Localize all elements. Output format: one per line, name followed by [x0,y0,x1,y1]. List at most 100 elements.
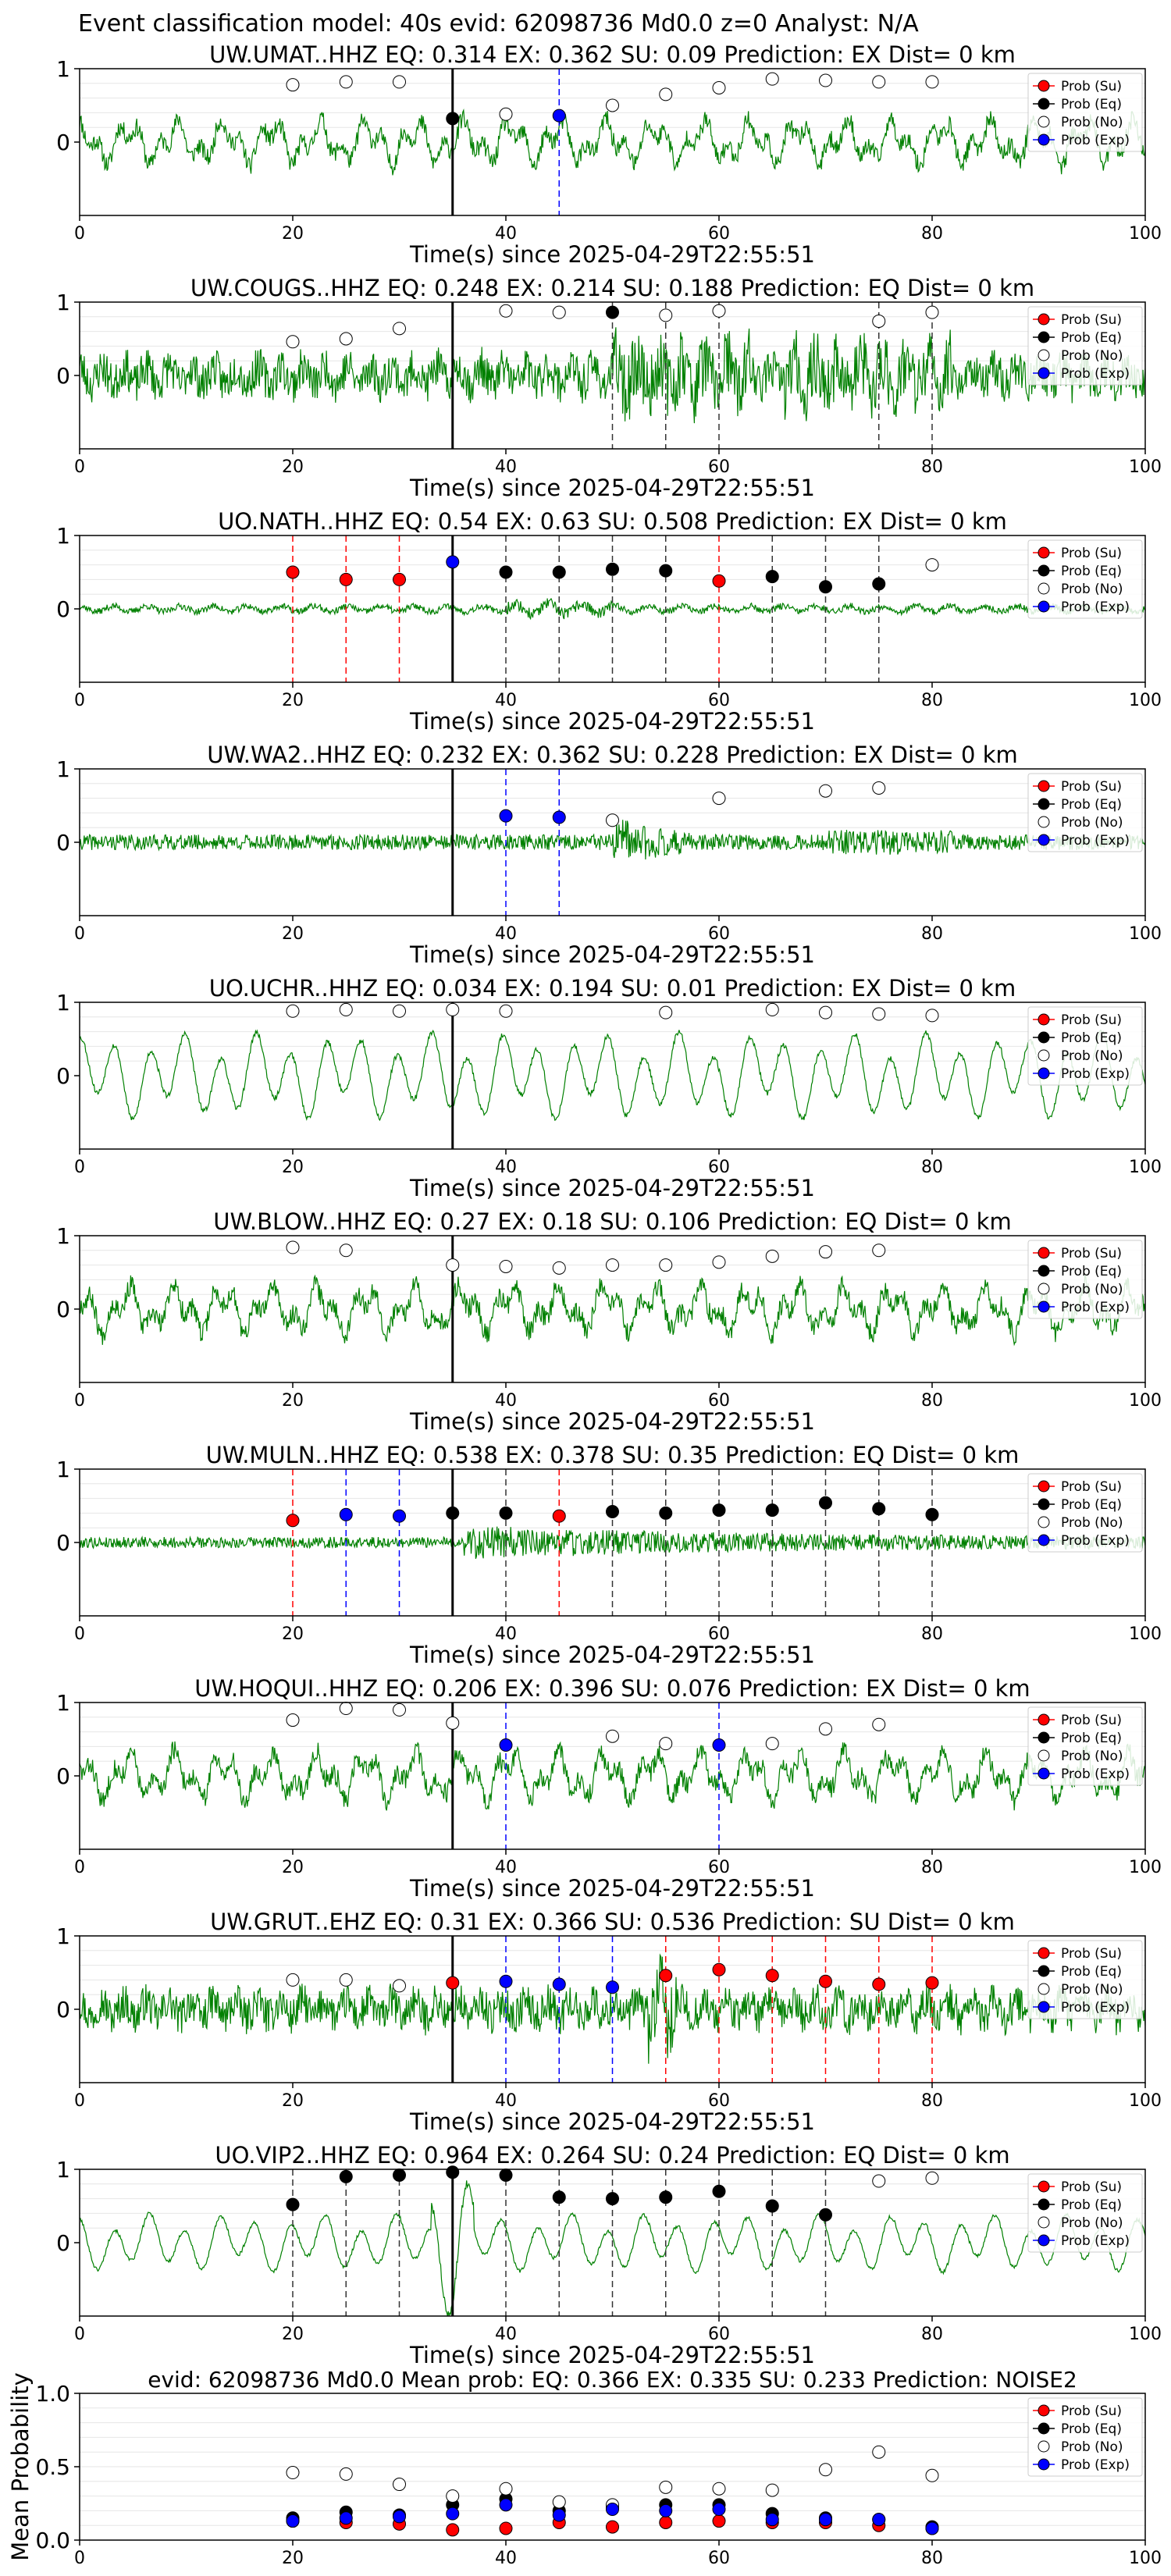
panel-0-legend-marker-exp [1038,133,1050,146]
mean-panel-legend-label-eq: Prob (Eq) [1061,2421,1122,2437]
prob-marker-su [286,1514,300,1528]
y-tick-label: 1 [56,1457,70,1482]
waveform-trace [80,2180,1145,2316]
prob-marker-no [659,1737,673,1751]
y-tick-label: 1 [56,523,70,549]
prob-marker-eq [712,2184,726,2198]
axes-frame [79,1235,1146,1383]
x-tick-label: 80 [921,2549,943,2568]
x-tick-label: 20 [282,457,304,477]
panel-7-legend-frame [1027,1706,1143,1786]
y-tick-label: 1 [56,1923,70,1949]
prob-marker-eq [659,564,673,578]
panel-2-legend-label-eq: Prob (Eq) [1061,564,1122,579]
mean-marker-exp [393,2510,406,2524]
prob-marker-no [925,1009,939,1023]
panel-6-legend-frame [1027,1473,1143,1553]
x-tick-label: 80 [921,224,943,244]
mean-marker-su [446,2523,460,2537]
prob-marker-eq [819,1496,832,1510]
prob-marker-no [765,72,779,86]
mean-marker-no [925,2468,939,2482]
panel-1-legend-marker-su [1038,313,1050,326]
panel-1-legend-label-no: Prob (No) [1061,348,1123,364]
x-tick-label: 80 [921,457,943,477]
prob-marker-no [659,87,673,101]
y-tick-label: 1 [56,990,70,1016]
x-tick-label: 0 [74,1158,85,1177]
prob-marker-no [393,1703,406,1717]
prob-marker-no [819,784,832,798]
mean-marker-su [499,2521,513,2535]
panel-5-legend-label-eq: Prob (Eq) [1061,1264,1122,1279]
panel-6-legend-label-su: Prob (Su) [1061,1479,1122,1495]
panel-7-legend-label-su: Prob (Su) [1061,1713,1122,1728]
x-tick-label: 40 [495,924,517,944]
panel-9-legend-label-eq: Prob (Eq) [1061,2197,1122,2213]
y-tick-label: 0 [56,1063,70,1089]
y-tick-label: 0 [56,130,70,155]
y-tick-label: 0 [56,830,70,856]
panel-7-legend-marker-su [1038,1713,1050,1726]
prob-marker-no [499,304,513,318]
prob-marker-eq [819,580,832,594]
prob-marker-eq [872,577,886,591]
x-tick-label: 60 [708,224,730,244]
panel-5-legend-label-exp: Prob (Exp) [1061,1300,1130,1315]
prob-marker-no [339,332,353,346]
station-panel-8: UW.GRUT..EHZ EQ: 0.31 EX: 0.366 SU: 0.53… [56,1909,1162,2135]
panel-2-legend-marker-exp [1038,600,1050,613]
prob-marker-no [606,1729,619,1743]
prob-marker-eq [606,562,619,576]
prob-marker-su [712,1962,726,1976]
x-tick-label: 60 [708,1391,730,1411]
mean-marker-exp [819,2513,832,2527]
y-tick-label: 1.0 [35,2381,70,2407]
x-tick-label: 60 [708,2549,730,2568]
y-tick-label: 0 [56,1997,70,2023]
y-tick-label: 1 [56,56,70,82]
prob-marker-no [765,1737,779,1751]
prob-marker-eq [659,1506,673,1520]
prob-marker-su [339,572,353,586]
prob-marker-no [499,1259,513,1273]
mean-marker-no [765,2483,779,2497]
prob-marker-exp [446,555,460,569]
prob-marker-no [286,1973,300,1987]
panel-2-legend-frame [1027,539,1143,619]
x-tick-label: 100 [1129,224,1162,244]
x-tick-label: 40 [495,1624,517,1644]
waveform-trace [80,1274,1145,1347]
panel-5-legend-label-su: Prob (Su) [1061,1246,1122,1261]
panel-8-legend-marker-no [1038,1983,1050,1995]
prob-marker-exp [393,1509,406,1523]
x-tick-label: 0 [74,457,85,477]
x-tick-label: 100 [1129,924,1162,944]
prob-marker-no [872,1717,886,1731]
panel-3-legend-marker-su [1038,780,1050,792]
panel-3-legend-label-exp: Prob (Exp) [1061,833,1130,849]
prob-marker-no [872,781,886,795]
prob-marker-no [286,1713,300,1727]
mean-panel-legend-label-no: Prob (No) [1061,2439,1123,2455]
panel-3-legend-frame [1027,773,1143,852]
x-tick-label: 100 [1129,1858,1162,1877]
x-tick-label: 100 [1129,1624,1162,1644]
mean-marker-su [659,2515,673,2529]
x-tick-label: 80 [921,2325,943,2344]
y-tick-label: 0 [56,1530,70,1556]
mean-marker-su [712,2514,726,2528]
x-tick-label: 80 [921,1624,943,1644]
y-tick-label: 0 [56,1763,70,1789]
mean-panel-legend-label-su: Prob (Su) [1061,2403,1122,2419]
x-tick-label: 20 [282,1858,304,1877]
panel-3-legend-marker-no [1038,816,1050,828]
panel-6-legend-marker-exp [1038,1534,1050,1546]
station-panel-5: UW.BLOW..HHZ EQ: 0.27 EX: 0.18 SU: 0.106… [56,1208,1162,1435]
prob-marker-eq [393,2169,406,2183]
waveform-trace [80,1741,1145,1811]
prob-marker-eq [606,305,619,319]
prob-marker-no [606,813,619,827]
prob-marker-su [659,1969,673,1983]
